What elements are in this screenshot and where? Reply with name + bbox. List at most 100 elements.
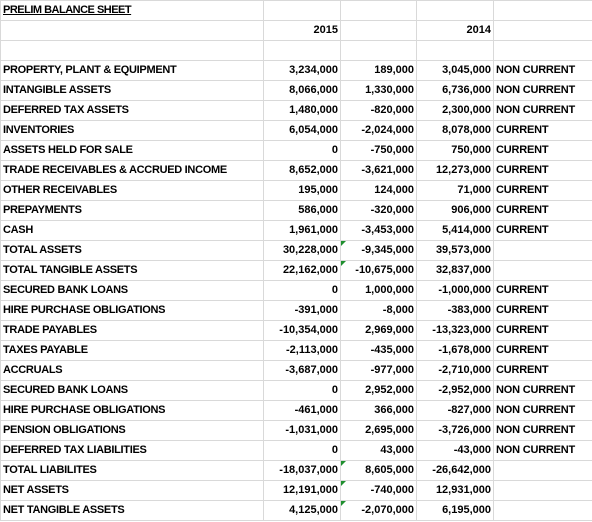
value-2014[interactable]: 8,078,000	[416, 120, 494, 141]
change-value[interactable]: -2,070,000	[340, 500, 417, 521]
value-2014[interactable]: 5,414,000	[416, 220, 494, 241]
cell[interactable]	[263, 0, 341, 21]
change-value[interactable]: 2,969,000	[340, 320, 417, 341]
row-label[interactable]: INVENTORIES	[0, 120, 264, 141]
value-2015[interactable]: 4,125,000	[263, 500, 341, 521]
row-label[interactable]: OTHER RECEIVABLES	[0, 180, 264, 201]
value-2015[interactable]: 0	[263, 140, 341, 161]
cell[interactable]	[493, 0, 592, 21]
change-value[interactable]: -977,000	[340, 360, 417, 381]
classification[interactable]: NON CURRENT	[493, 420, 592, 441]
value-2015[interactable]: -3,687,000	[263, 360, 341, 381]
value-2015[interactable]: 12,191,000	[263, 480, 341, 501]
classification[interactable]: CURRENT	[493, 180, 592, 201]
change-value[interactable]: -3,621,000	[340, 160, 417, 181]
change-value[interactable]: -2,024,000	[340, 120, 417, 141]
cell[interactable]	[0, 20, 264, 41]
change-value[interactable]: 124,000	[340, 180, 417, 201]
change-value[interactable]: -10,675,000	[340, 260, 417, 281]
change-value[interactable]: -9,345,000	[340, 240, 417, 261]
value-2015[interactable]: 0	[263, 380, 341, 401]
value-2014[interactable]: 750,000	[416, 140, 494, 161]
value-2014[interactable]: 32,837,000	[416, 260, 494, 281]
row-label[interactable]: ACCRUALS	[0, 360, 264, 381]
row-label[interactable]: PREPAYMENTS	[0, 200, 264, 221]
classification[interactable]	[493, 500, 592, 521]
value-2014[interactable]: 906,000	[416, 200, 494, 221]
value-2014[interactable]: -26,642,000	[416, 460, 494, 481]
value-2014[interactable]: 2,300,000	[416, 100, 494, 121]
classification[interactable]: CURRENT	[493, 360, 592, 381]
classification[interactable]: NON CURRENT	[493, 380, 592, 401]
change-value[interactable]: 2,952,000	[340, 380, 417, 401]
value-2014[interactable]: 6,195,000	[416, 500, 494, 521]
row-label[interactable]: NET TANGIBLE ASSETS	[0, 500, 264, 521]
change-value[interactable]: -820,000	[340, 100, 417, 121]
value-2015[interactable]: 6,054,000	[263, 120, 341, 141]
classification[interactable]: NON CURRENT	[493, 400, 592, 421]
value-2014[interactable]: -43,000	[416, 440, 494, 461]
value-2015[interactable]: 1,480,000	[263, 100, 341, 121]
value-2015[interactable]: -391,000	[263, 300, 341, 321]
value-2015[interactable]: 8,066,000	[263, 80, 341, 101]
value-2015[interactable]: 8,652,000	[263, 160, 341, 181]
classification[interactable]: CURRENT	[493, 140, 592, 161]
row-label[interactable]: TRADE RECEIVABLES & ACCRUED INCOME	[0, 160, 264, 181]
classification[interactable]: NON CURRENT	[493, 80, 592, 101]
change-value[interactable]: -740,000	[340, 480, 417, 501]
classification[interactable]: CURRENT	[493, 120, 592, 141]
row-label[interactable]: TOTAL ASSETS	[0, 240, 264, 261]
year-2014-header[interactable]: 2014	[416, 20, 494, 41]
row-label[interactable]: SECURED BANK LOANS	[0, 380, 264, 401]
value-2015[interactable]: 0	[263, 440, 341, 461]
cell[interactable]	[416, 40, 494, 61]
value-2014[interactable]: -383,000	[416, 300, 494, 321]
classification[interactable]: CURRENT	[493, 340, 592, 361]
row-label[interactable]: TRADE PAYABLES	[0, 320, 264, 341]
change-value[interactable]: 189,000	[340, 60, 417, 81]
classification[interactable]: CURRENT	[493, 220, 592, 241]
value-2014[interactable]: -1,678,000	[416, 340, 494, 361]
classification[interactable]: NON CURRENT	[493, 60, 592, 81]
row-label[interactable]: ASSETS HELD FOR SALE	[0, 140, 264, 161]
change-value[interactable]: -320,000	[340, 200, 417, 221]
classification[interactable]: CURRENT	[493, 280, 592, 301]
cell[interactable]	[0, 40, 264, 61]
cell[interactable]	[493, 20, 592, 41]
row-label[interactable]: PROPERTY, PLANT & EQUIPMENT	[0, 60, 264, 81]
change-value[interactable]: -435,000	[340, 340, 417, 361]
value-2014[interactable]: -2,952,000	[416, 380, 494, 401]
value-2015[interactable]: 586,000	[263, 200, 341, 221]
sheet-title-cell[interactable]: PRELIM BALANCE SHEET	[0, 0, 264, 21]
classification[interactable]: NON CURRENT	[493, 440, 592, 461]
row-label[interactable]: CASH	[0, 220, 264, 241]
value-2014[interactable]: -3,726,000	[416, 420, 494, 441]
classification[interactable]: CURRENT	[493, 300, 592, 321]
row-label[interactable]: INTANGIBLE ASSETS	[0, 80, 264, 101]
row-label[interactable]: NET ASSETS	[0, 480, 264, 501]
row-label[interactable]: DEFERRED TAX ASSETS	[0, 100, 264, 121]
change-value[interactable]: 1,330,000	[340, 80, 417, 101]
value-2015[interactable]: 22,162,000	[263, 260, 341, 281]
value-2015[interactable]: 30,228,000	[263, 240, 341, 261]
change-value[interactable]: -3,453,000	[340, 220, 417, 241]
value-2015[interactable]: -18,037,000	[263, 460, 341, 481]
value-2014[interactable]: -1,000,000	[416, 280, 494, 301]
row-label[interactable]: TOTAL TANGIBLE ASSETS	[0, 260, 264, 281]
change-value[interactable]: 8,605,000	[340, 460, 417, 481]
cell[interactable]	[416, 0, 494, 21]
classification[interactable]: CURRENT	[493, 160, 592, 181]
cell[interactable]	[340, 0, 417, 21]
change-value[interactable]: 2,695,000	[340, 420, 417, 441]
classification[interactable]	[493, 260, 592, 281]
change-value[interactable]: 43,000	[340, 440, 417, 461]
row-label[interactable]: TAXES PAYABLE	[0, 340, 264, 361]
change-value[interactable]: 1,000,000	[340, 280, 417, 301]
value-2015[interactable]: 195,000	[263, 180, 341, 201]
value-2014[interactable]: 71,000	[416, 180, 494, 201]
classification[interactable]: CURRENT	[493, 200, 592, 221]
year-2015-header[interactable]: 2015	[263, 20, 341, 41]
value-2015[interactable]: -2,113,000	[263, 340, 341, 361]
row-label[interactable]: TOTAL LIABILITES	[0, 460, 264, 481]
change-value[interactable]: -750,000	[340, 140, 417, 161]
